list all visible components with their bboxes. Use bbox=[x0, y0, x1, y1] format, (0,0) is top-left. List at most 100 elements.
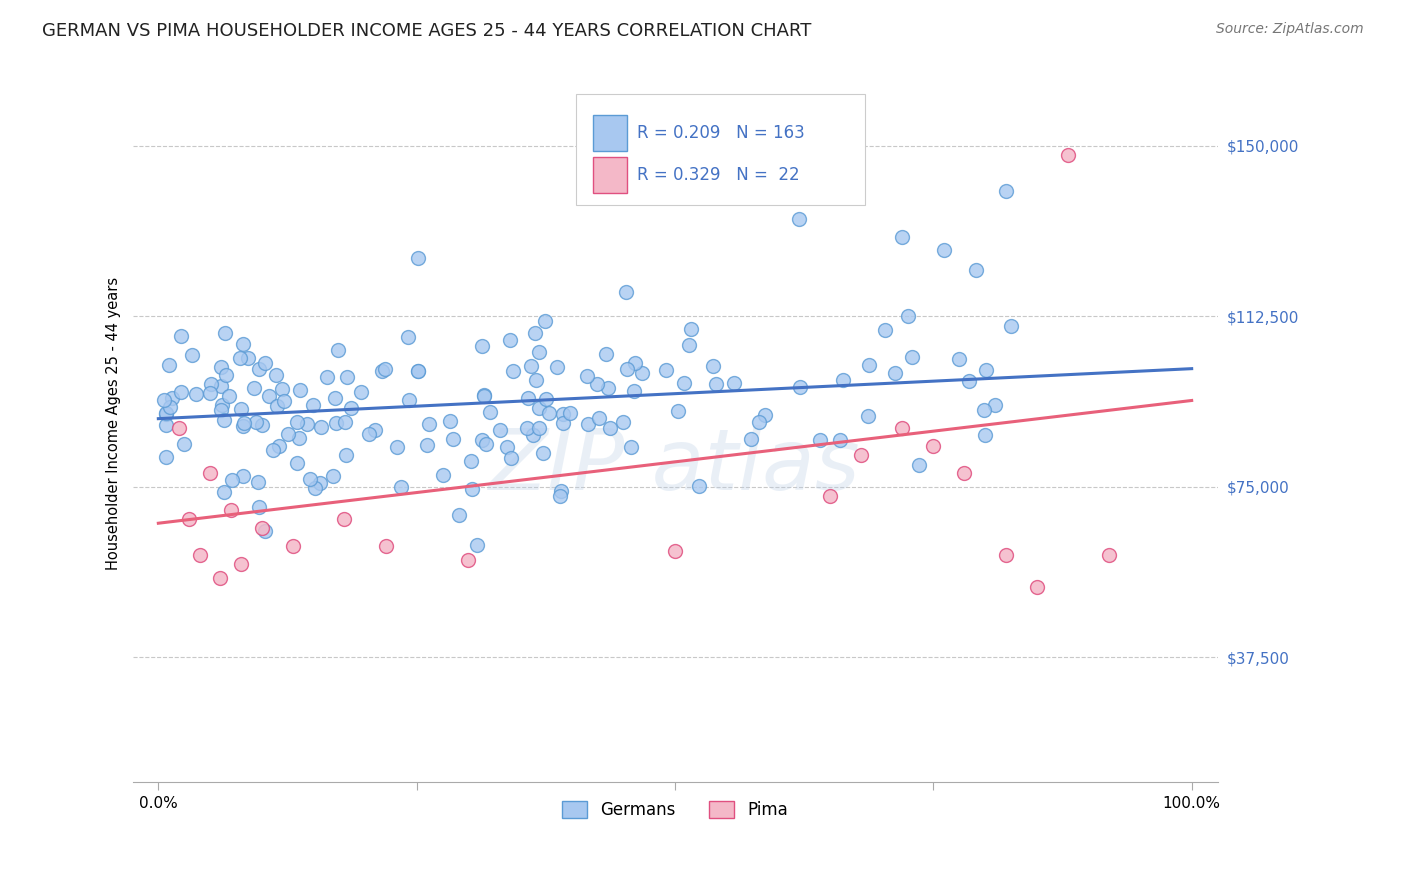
Point bbox=[309, 420, 332, 434]
Point bbox=[325, 416, 347, 430]
Point bbox=[184, 386, 207, 401]
Point bbox=[295, 417, 318, 431]
Point bbox=[787, 211, 810, 226]
Point bbox=[188, 548, 211, 562]
Point bbox=[994, 185, 1017, 199]
Point bbox=[681, 322, 703, 336]
Point bbox=[858, 358, 880, 372]
Point bbox=[266, 399, 288, 413]
Point bbox=[349, 384, 371, 399]
Point bbox=[359, 427, 381, 442]
Point bbox=[257, 389, 280, 403]
Point bbox=[655, 363, 678, 377]
Point bbox=[159, 400, 181, 414]
Point bbox=[340, 401, 363, 416]
Point bbox=[789, 379, 811, 393]
Point bbox=[336, 370, 359, 384]
Point bbox=[308, 476, 330, 491]
Point bbox=[586, 377, 609, 392]
Point bbox=[748, 415, 770, 429]
Point bbox=[406, 251, 429, 265]
Point bbox=[994, 548, 1017, 562]
Point bbox=[460, 454, 482, 468]
Point bbox=[277, 426, 299, 441]
Point bbox=[170, 329, 193, 343]
Point bbox=[287, 456, 309, 470]
Point bbox=[215, 368, 238, 383]
Point bbox=[527, 421, 550, 435]
Point bbox=[465, 538, 488, 552]
Point bbox=[315, 369, 337, 384]
Point bbox=[723, 376, 745, 390]
Point bbox=[524, 373, 547, 387]
Point bbox=[551, 416, 574, 430]
Point bbox=[471, 339, 494, 353]
Point bbox=[673, 376, 696, 391]
Point bbox=[818, 489, 841, 503]
Point bbox=[396, 329, 419, 343]
Point bbox=[157, 359, 180, 373]
Point bbox=[472, 389, 495, 403]
Point bbox=[253, 356, 276, 370]
Point bbox=[501, 450, 523, 465]
Point bbox=[953, 467, 976, 481]
Point bbox=[173, 437, 195, 451]
Point bbox=[288, 431, 311, 445]
Text: R = 0.209   N = 163: R = 0.209 N = 163 bbox=[637, 124, 804, 142]
Point bbox=[233, 416, 256, 430]
Point bbox=[273, 394, 295, 409]
Point bbox=[333, 415, 356, 429]
Point bbox=[245, 415, 267, 429]
Point bbox=[531, 446, 554, 460]
Point bbox=[502, 364, 524, 378]
Point bbox=[516, 421, 538, 435]
Point bbox=[548, 489, 571, 503]
Point bbox=[1056, 148, 1078, 162]
Point bbox=[155, 450, 177, 464]
Point bbox=[620, 440, 643, 454]
Point bbox=[221, 473, 243, 487]
Point bbox=[957, 374, 980, 388]
Point bbox=[198, 467, 221, 481]
Point bbox=[948, 351, 970, 366]
Point bbox=[828, 433, 851, 447]
Point bbox=[595, 347, 617, 361]
Point bbox=[398, 392, 420, 407]
Point bbox=[232, 469, 254, 483]
Point bbox=[385, 440, 408, 454]
Point bbox=[228, 351, 250, 365]
Point bbox=[441, 433, 464, 447]
Point bbox=[281, 539, 304, 553]
Point bbox=[478, 405, 501, 419]
Point bbox=[974, 362, 997, 376]
Point bbox=[326, 343, 349, 357]
Point bbox=[688, 479, 710, 493]
Point bbox=[984, 398, 1007, 412]
Point bbox=[211, 398, 233, 412]
Point bbox=[264, 368, 287, 382]
Point bbox=[1025, 580, 1047, 594]
Point bbox=[974, 427, 997, 442]
Point bbox=[471, 434, 494, 448]
Point bbox=[211, 403, 233, 417]
Point bbox=[922, 439, 945, 453]
Point bbox=[181, 347, 204, 361]
Text: ZIP atlas: ZIP atlas bbox=[489, 425, 860, 508]
Point bbox=[236, 351, 259, 365]
Point bbox=[1000, 319, 1022, 334]
Point bbox=[551, 408, 574, 422]
Point bbox=[901, 350, 924, 364]
Point bbox=[389, 480, 412, 494]
Point bbox=[218, 389, 240, 403]
Point bbox=[499, 333, 522, 347]
Text: Source: ZipAtlas.com: Source: ZipAtlas.com bbox=[1216, 22, 1364, 37]
Point bbox=[364, 423, 387, 437]
Point bbox=[247, 362, 270, 376]
Point bbox=[808, 434, 831, 448]
Point bbox=[527, 401, 550, 416]
Point bbox=[262, 443, 284, 458]
Point bbox=[875, 323, 897, 337]
Point bbox=[232, 419, 254, 434]
Point bbox=[288, 383, 311, 397]
Point bbox=[614, 285, 637, 299]
